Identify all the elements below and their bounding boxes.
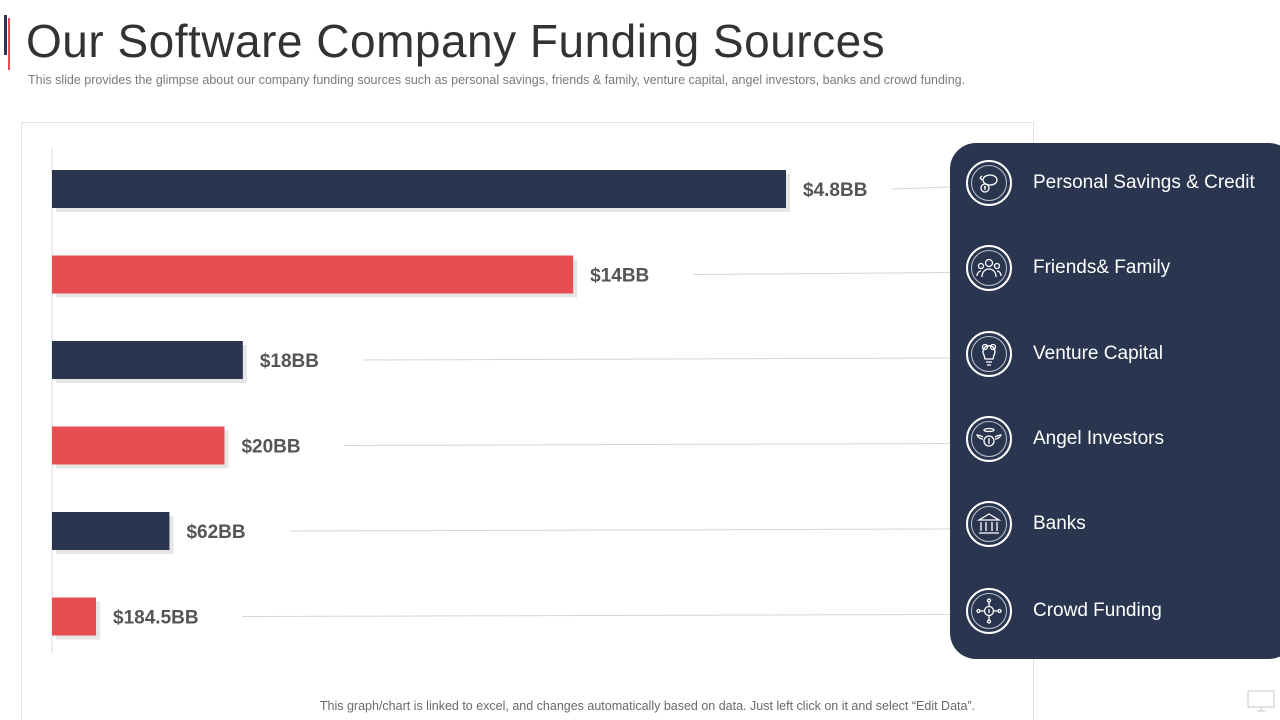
leader-line <box>344 443 951 446</box>
bar-4 <box>52 512 170 550</box>
winged-dollar-icon <box>966 416 1012 462</box>
leader-line <box>693 272 951 275</box>
bar-2 <box>52 341 243 379</box>
bank-building-icon <box>966 501 1012 547</box>
bar-value-label: $20BB <box>241 437 300 458</box>
legend-item-crowd-funding: Crowd Funding <box>966 586 1162 636</box>
legend-label: Angel Investors <box>1033 428 1164 449</box>
crowd-network-icon <box>966 588 1012 634</box>
slide-subtitle: This slide provides the glimpse about ou… <box>28 73 966 87</box>
title-accent-red <box>8 18 10 70</box>
bar-value-label: $18BB <box>260 351 319 372</box>
legend-label: Friends& Family <box>1033 257 1171 278</box>
piggy-bank-icon <box>966 160 1012 206</box>
chart-frame: $4.8BB $14BB $18BB $20BB $62BB $184.5BB <box>21 122 1034 720</box>
legend-item-venture-capital: Venture Capital <box>966 329 1163 379</box>
legend-item-banks: Banks <box>966 499 1086 549</box>
monitor-icon <box>1247 690 1275 712</box>
bar-value-label: $62BB <box>186 522 245 543</box>
leader-line <box>891 186 951 190</box>
funding-bar-chart: $4.8BB $14BB $18BB $20BB $62BB $184.5BB <box>51 148 951 653</box>
slide-title: Our Software Company Funding Sources <box>26 15 886 67</box>
legend-item-personal-savings: Personal Savings & Credit <box>966 158 1255 208</box>
bar-0 <box>52 170 786 208</box>
people-group-icon <box>966 245 1012 291</box>
leader-line <box>242 614 951 617</box>
legend-label: Personal Savings & Credit <box>1033 172 1255 193</box>
title-accent-dark <box>4 15 7 55</box>
legend-item-angel-investors: Angel Investors <box>966 414 1164 464</box>
bar-value-label: $184.5BB <box>113 608 199 629</box>
leader-line <box>362 357 951 361</box>
legend-label: Venture Capital <box>1033 343 1163 364</box>
bar-value-label: $14BB <box>590 266 649 287</box>
legend-panel: Personal Savings & Credit Friends& Famil… <box>950 143 1280 659</box>
bar-3 <box>52 426 225 465</box>
legend-label: Crowd Funding <box>1033 600 1162 621</box>
leader-line <box>289 528 951 532</box>
footer-note: This graph/chart is linked to excel, and… <box>319 699 976 713</box>
bar-value-label: $4.8BB <box>803 180 867 201</box>
bar-1 <box>52 255 574 294</box>
lightbulb-dollar-icon <box>966 331 1012 377</box>
legend-label: Banks <box>1033 513 1086 534</box>
bar-5 <box>52 597 97 636</box>
legend-item-friends-family: Friends& Family <box>966 243 1170 293</box>
